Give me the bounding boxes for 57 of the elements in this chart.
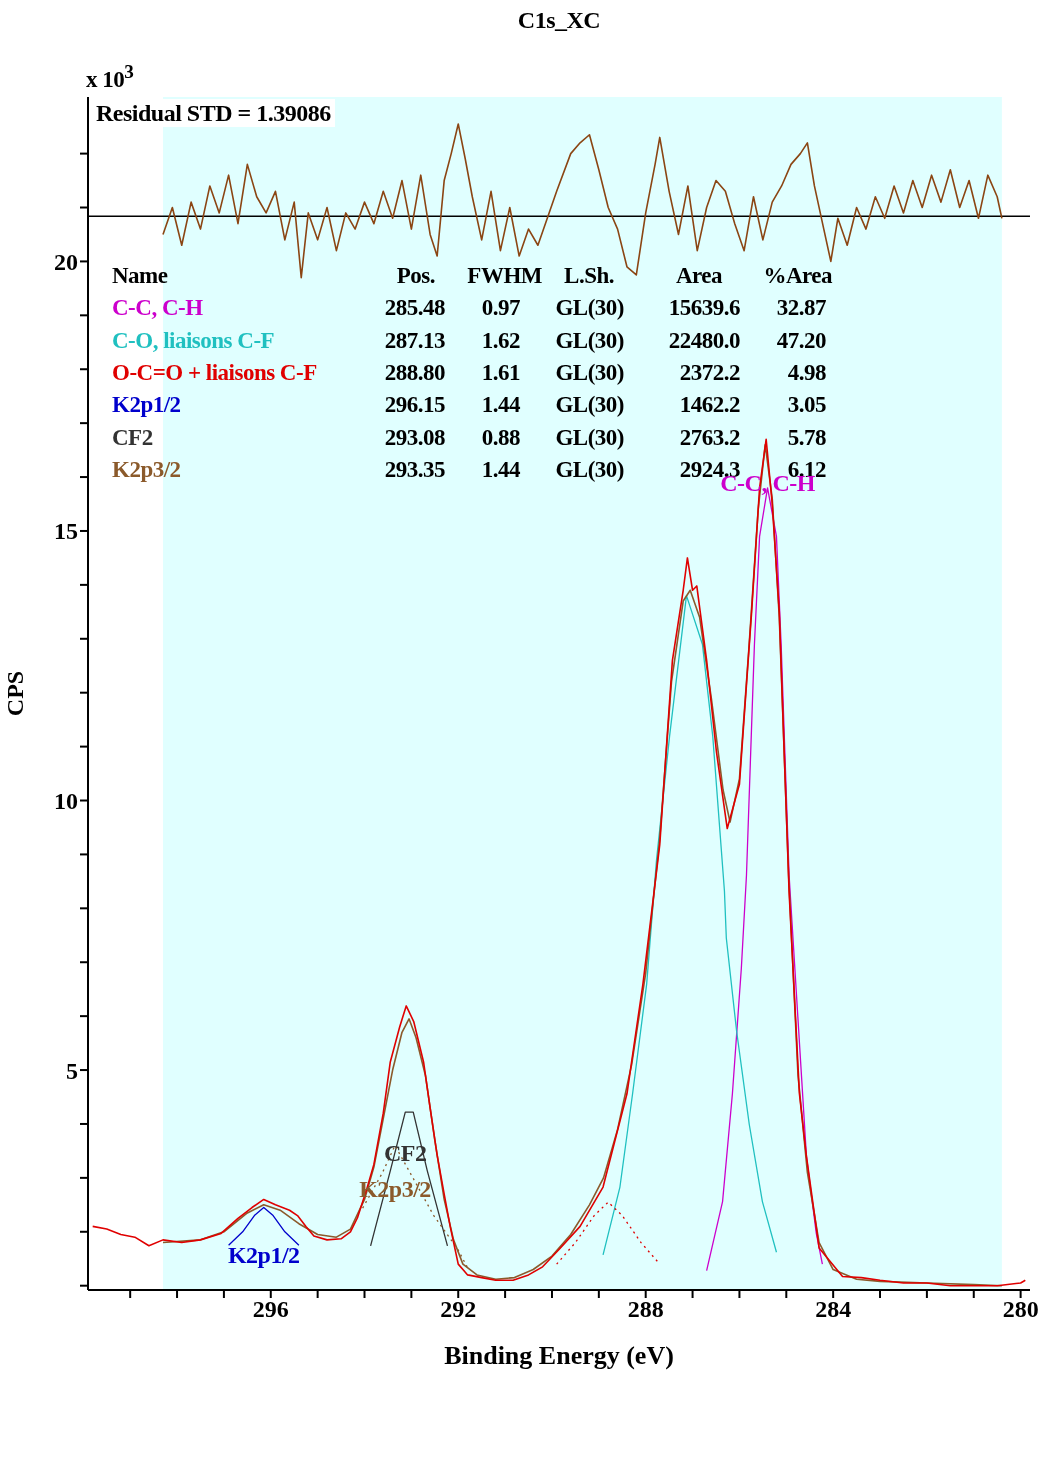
text: CF2 <box>112 423 153 452</box>
annotation: 4.98 <box>787 358 826 387</box>
chart-title: C1s_XC <box>517 6 601 34</box>
annotation: 47.20 <box>776 326 826 355</box>
annotation: 22480.0 <box>668 326 740 355</box>
annotation: GL(30) <box>555 326 624 355</box>
text: O-C=O + liaisons C-F <box>112 358 317 387</box>
annotation: GL(30) <box>555 455 624 484</box>
text: C-O, liaisons C-F <box>112 326 275 355</box>
annotation: 1.61 <box>481 358 520 387</box>
annotation: Pos. <box>396 262 435 290</box>
annotation: GL(30) <box>555 358 624 387</box>
y-tick-label: 20 <box>54 248 78 275</box>
annotation: Name <box>112 262 168 290</box>
annotation: L.Sh. <box>564 262 614 290</box>
annotation: 293.35 <box>384 455 445 484</box>
line-series <box>227 1206 300 1246</box>
annotation: 32.87 <box>776 294 826 323</box>
annotation: Area <box>675 262 722 290</box>
annotation: FWHM <box>467 262 542 290</box>
y-tick-label: 10 <box>54 788 78 815</box>
y-tick-label: 5 <box>66 1057 78 1084</box>
annotation: 287.13 <box>384 326 445 355</box>
x-axis-title: Binding Energy (eV) <box>444 1341 674 1370</box>
annotation: 293.08 <box>384 423 445 452</box>
text: C-C, C-H <box>112 294 203 323</box>
annotation: 1462.2 <box>679 391 740 420</box>
x-tick-label: 296 <box>252 1296 289 1323</box>
annotation: 2372.2 <box>679 358 740 387</box>
text: x 10$^{3}$ <box>86 60 134 94</box>
annotation: 15639.6 <box>668 294 740 323</box>
annotation: %Area <box>763 262 832 290</box>
annotation: 3.05 <box>787 391 826 420</box>
annotation: K2p1/2 <box>227 1241 300 1270</box>
x-tick-label: 284 <box>815 1296 852 1323</box>
x-tick-label: 288 <box>627 1296 664 1323</box>
annotation: 296.15 <box>384 391 445 420</box>
annotation: 285.48 <box>384 294 445 323</box>
annotation: 288.80 <box>384 358 445 387</box>
annotation: 1.62 <box>481 326 520 355</box>
annotation: 2763.2 <box>679 423 740 452</box>
annotation: GL(30) <box>555 423 624 452</box>
annotation: 1.44 <box>481 391 520 420</box>
annotation: GL(30) <box>555 294 624 323</box>
annotation: 0.88 <box>481 423 520 452</box>
annotation: GL(30) <box>555 391 624 420</box>
x-tick-label: 280 <box>1002 1296 1039 1323</box>
annotation: Residual STD = 1.39086 <box>92 99 335 127</box>
line-series <box>602 595 778 1256</box>
x-tick-label: 292 <box>440 1296 477 1323</box>
annotation: 1.44 <box>481 455 520 484</box>
annotation: 5.78 <box>787 423 826 452</box>
y-tick-label: 15 <box>54 518 78 545</box>
text: K2p1/2 <box>112 391 181 420</box>
annotation: 0.97 <box>481 294 520 323</box>
text: K2p3/2 <box>112 455 181 484</box>
y-axis-title: CPS <box>1 670 28 717</box>
